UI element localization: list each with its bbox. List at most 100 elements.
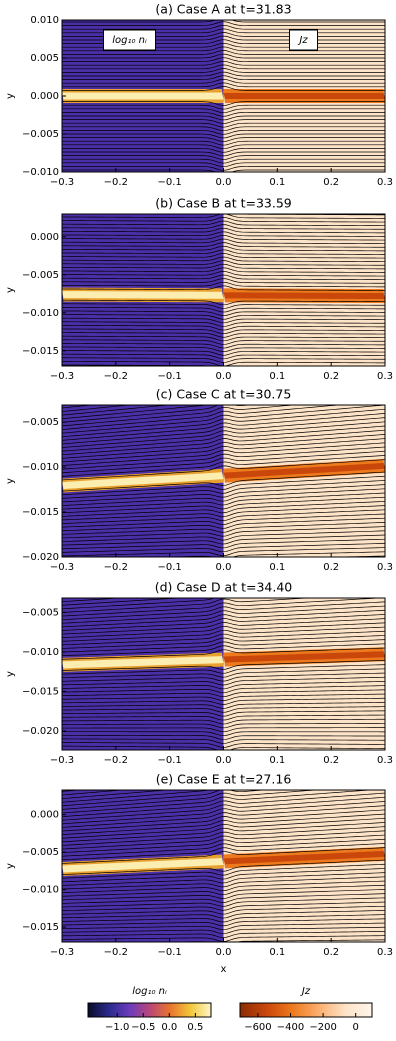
field-line [62,598,314,613]
field-line [62,676,385,686]
field-line [62,21,385,26]
field-line [62,303,385,309]
field-line [62,357,385,363]
field-line [62,488,385,506]
field-line [62,697,385,705]
field-line [62,901,385,911]
field-line [62,660,385,671]
field-line [62,922,385,931]
field-line [62,417,385,445]
field-line [62,256,385,263]
annotation-box [103,29,156,51]
panel-title: (e) Case E at t=27.16 [156,772,292,787]
y-tick-label: 0.005 [30,53,59,64]
field-line [62,513,385,528]
field-line [62,364,358,366]
field-line [62,271,385,277]
density-core [62,472,224,489]
field-line [62,530,385,542]
y-tick-label: −0.005 [22,417,59,428]
field-line [62,843,385,861]
field-line [62,346,385,352]
field-line [62,101,385,106]
field-line [62,618,385,635]
field-line [62,238,385,245]
field-line [62,53,385,59]
field-line [62,108,385,114]
x-tick-label: 0.3 [377,755,393,766]
field-line [62,227,385,234]
field-line [62,889,385,901]
field-line [62,151,385,157]
field-line [62,405,297,427]
field-line [62,307,385,313]
field-line [62,805,385,828]
field-image [62,405,385,557]
x-tick-label: 0.2 [323,177,339,188]
x-tick-label: −0.2 [104,371,128,382]
panel-title: (d) Case D at t=34.40 [155,580,293,595]
current-core [223,850,385,865]
field-line [62,321,385,327]
colorbar-tick-label: 0.5 [187,1022,203,1033]
field-line [62,863,385,879]
field-line [62,643,385,657]
field-line [62,492,385,510]
field-line [62,314,385,320]
field-line [62,693,385,701]
y-axis-label: y [5,93,16,99]
y-tick-label: −0.015 [22,507,59,518]
y-tick-label: −0.005 [22,607,59,618]
y-tick-label: −0.010 [22,885,59,896]
field-line [62,689,385,698]
density-core [62,291,224,299]
field-line [62,408,385,438]
field-line [62,622,385,639]
colorbar-tick-label: 0 [353,1022,359,1033]
field-line [62,868,385,883]
x-tick-label: −0.3 [50,371,74,382]
field-line [62,738,385,744]
y-axis-label: y [5,671,16,677]
field-line [62,876,385,890]
field-line [62,260,385,266]
field-line [62,119,385,124]
field-line [62,78,385,84]
field-line [62,897,385,908]
x-tick-label: −0.2 [104,562,128,573]
field-line [62,834,385,853]
annotation: log₁₀ nᵢ [112,35,147,46]
x-tick-label: 0.2 [323,371,339,382]
field-line [62,86,385,91]
y-tick-label: −0.010 [22,462,59,473]
y-tick-label: 0.010 [30,15,59,26]
field-line [123,214,385,216]
field-line [62,918,385,927]
field-line [62,817,385,839]
field-line [62,253,385,259]
y-tick-label: −0.015 [22,686,59,697]
field-line [62,112,385,117]
field-line [62,158,385,164]
annotation: Jz [297,35,308,46]
current-core [223,93,385,99]
field-line [62,155,385,160]
field-line [62,710,385,717]
field-line [62,672,385,682]
field-line [62,317,385,324]
field-line [62,24,385,30]
x-tick-label: 0.1 [269,177,285,188]
field-line [62,281,385,288]
field-line [62,601,385,621]
field-line [62,809,385,832]
field-line [62,235,385,241]
field-line [62,455,385,477]
y-tick-label: −0.020 [22,726,59,737]
field-line [62,405,208,420]
field-line [62,598,385,617]
field-line [62,847,385,864]
field-line [62,706,385,713]
field-line [62,459,385,481]
field-line [62,880,385,893]
field-line [62,405,133,412]
